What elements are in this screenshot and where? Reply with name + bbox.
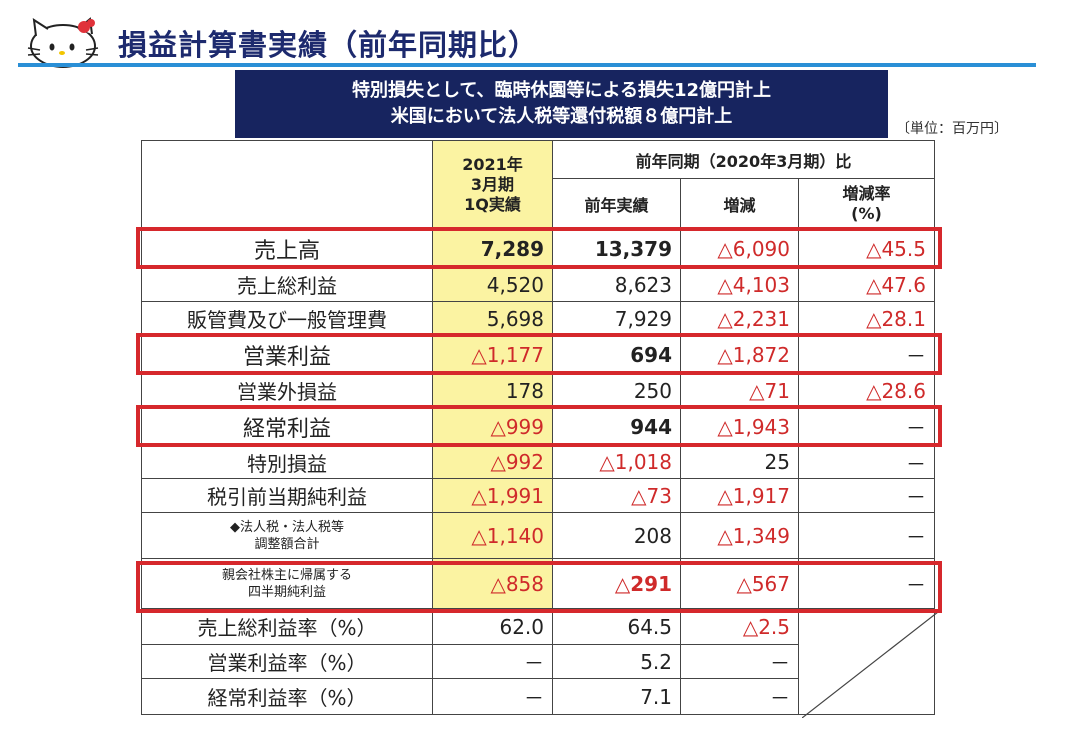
cell-change: △6,090 xyxy=(680,229,799,268)
cell-current: 7,289 xyxy=(432,229,553,268)
banner-line-2: 米国において法人税等還付税額８億円計上 xyxy=(390,106,733,127)
cell-prev: △291 xyxy=(552,558,681,609)
cell-current: 4,520 xyxy=(432,267,553,302)
row-label: 営業利益率（%） xyxy=(141,644,433,679)
cell-prev: 64.5 xyxy=(552,608,681,645)
header-current-line3: 1Q実績 xyxy=(464,195,521,214)
cell-current: △992 xyxy=(432,445,553,479)
table-row: 特別損益 △992 △1,018 25 － xyxy=(141,445,935,479)
row-label: 営業利益 xyxy=(141,335,433,374)
table-row: 売上総利益 4,520 8,623 △4,103 △47.6 xyxy=(141,267,935,302)
cell-current: 5,698 xyxy=(432,301,553,336)
row-label: 売上高 xyxy=(141,229,433,268)
row-label: 特別損益 xyxy=(141,445,433,479)
cell-prev: △73 xyxy=(552,478,681,513)
cell-change: △4,103 xyxy=(680,267,799,302)
banner-line-1: 特別損失として、臨時休園等による損失12億円計上 xyxy=(351,80,772,101)
row-label: ◆法人税・法人税等 調整額合計 xyxy=(141,512,433,559)
cell-change: － xyxy=(680,678,799,715)
cell-rate: － xyxy=(798,335,935,374)
cell-prev: 208 xyxy=(552,512,681,559)
cell-prev: 694 xyxy=(552,335,681,374)
row-label-line1: 親会社株主に帰属する xyxy=(221,567,352,583)
cell-current: △1,140 xyxy=(432,512,553,559)
cell-current: 62.0 xyxy=(432,608,553,645)
cell-rate: － xyxy=(798,512,935,559)
cell-rate: － xyxy=(798,558,935,609)
row-label: 売上総利益率（%） xyxy=(141,608,433,645)
row-label: 税引前当期純利益 xyxy=(141,478,433,513)
cell-current: － xyxy=(432,644,553,679)
unit-label: 〔単位：百万円〕 xyxy=(896,121,1008,137)
table-row: 営業利益 △1,177 694 △1,872 － xyxy=(141,335,935,374)
cell-rate: △28.6 xyxy=(798,373,935,408)
cell-change: △567 xyxy=(680,558,799,609)
cell-change: 25 xyxy=(680,445,799,479)
title-underline xyxy=(18,63,1036,67)
row-label: 経常利益率（%） xyxy=(141,678,433,715)
table-row: 経常利益率（%） － 7.1 － xyxy=(141,678,935,715)
row-label: 営業外損益 xyxy=(141,373,433,408)
cell-prev: 7.1 xyxy=(552,678,681,715)
cell-prev: 944 xyxy=(552,407,681,446)
cell-rate: △28.1 xyxy=(798,301,935,336)
header-rate-line2: (%) xyxy=(851,204,882,223)
header-change: 増減 xyxy=(680,178,799,230)
kitty-logo-icon xyxy=(27,17,99,68)
row-label: 親会社株主に帰属する 四半期純利益 xyxy=(141,558,433,609)
cell-current: － xyxy=(432,678,553,715)
cell-change: △1,349 xyxy=(680,512,799,559)
cell-change: － xyxy=(680,644,799,679)
header-current: 2021年 3月期 1Q実績 xyxy=(432,140,553,230)
row-label-line2: 四半期純利益 xyxy=(247,584,326,600)
table-row: 親会社株主に帰属する 四半期純利益 △858 △291 △567 － xyxy=(141,558,935,609)
page-title: 損益計算書実績（前年同期比） xyxy=(118,28,539,62)
cell-current: △858 xyxy=(432,558,553,609)
row-label-line1: ◆法人税・法人税等 xyxy=(230,519,344,535)
cell-current: △1,991 xyxy=(432,478,553,513)
header-compare: 前年同期（2020年3月期）比 xyxy=(552,140,935,179)
cell-rate: △47.6 xyxy=(798,267,935,302)
row-label: 経常利益 xyxy=(141,407,433,446)
cell-prev: 13,379 xyxy=(552,229,681,268)
row-label-line2: 調整額合計 xyxy=(254,536,320,552)
table-row: 販管費及び一般管理費 5,698 7,929 △2,231 △28.1 xyxy=(141,301,935,336)
header-rate-line1: 増減率 xyxy=(842,184,891,203)
diagonal-line xyxy=(802,612,938,718)
cell-change: △1,872 xyxy=(680,335,799,374)
cell-rate: △45.5 xyxy=(798,229,935,268)
cell-prev: 250 xyxy=(552,373,681,408)
cell-current: △999 xyxy=(432,407,553,446)
cell-prev: 7,929 xyxy=(552,301,681,336)
cell-rate: － xyxy=(798,445,935,479)
cell-change: △1,943 xyxy=(680,407,799,446)
cell-rate: － xyxy=(798,478,935,513)
notice-banner: 特別損失として、臨時休園等による損失12億円計上 米国において法人税等還付税額８… xyxy=(235,70,888,138)
table-row: 経常利益 △999 944 △1,943 － xyxy=(141,407,935,446)
cell-prev: △1,018 xyxy=(552,445,681,479)
table-row: ◆法人税・法人税等 調整額合計 △1,140 208 △1,349 － xyxy=(141,512,935,559)
table-row: 売上高 7,289 13,379 △6,090 △45.5 xyxy=(141,229,935,268)
header-blank xyxy=(141,140,433,230)
cell-change: △71 xyxy=(680,373,799,408)
cell-empty-diagonal xyxy=(798,608,935,715)
cell-current: 178 xyxy=(432,373,553,408)
row-label: 売上総利益 xyxy=(141,267,433,302)
header-current-line2: 3月期 xyxy=(470,175,515,194)
header-current-line1: 2021年 xyxy=(462,155,523,174)
header-rate: 増減率 (%) xyxy=(798,178,935,230)
cell-prev: 8,623 xyxy=(552,267,681,302)
row-label: 販管費及び一般管理費 xyxy=(141,301,433,336)
cell-current: △1,177 xyxy=(432,335,553,374)
header-prev: 前年実績 xyxy=(552,178,681,230)
cell-rate: － xyxy=(798,407,935,446)
cell-change: △2,231 xyxy=(680,301,799,336)
cell-change: △1,917 xyxy=(680,478,799,513)
cell-change: △2.5 xyxy=(680,608,799,645)
table-row: 営業外損益 178 250 △71 △28.6 xyxy=(141,373,935,408)
cell-prev: 5.2 xyxy=(552,644,681,679)
table-row: 営業利益率（%） － 5.2 － xyxy=(141,644,935,679)
table-row: 税引前当期純利益 △1,991 △73 △1,917 － xyxy=(141,478,935,513)
